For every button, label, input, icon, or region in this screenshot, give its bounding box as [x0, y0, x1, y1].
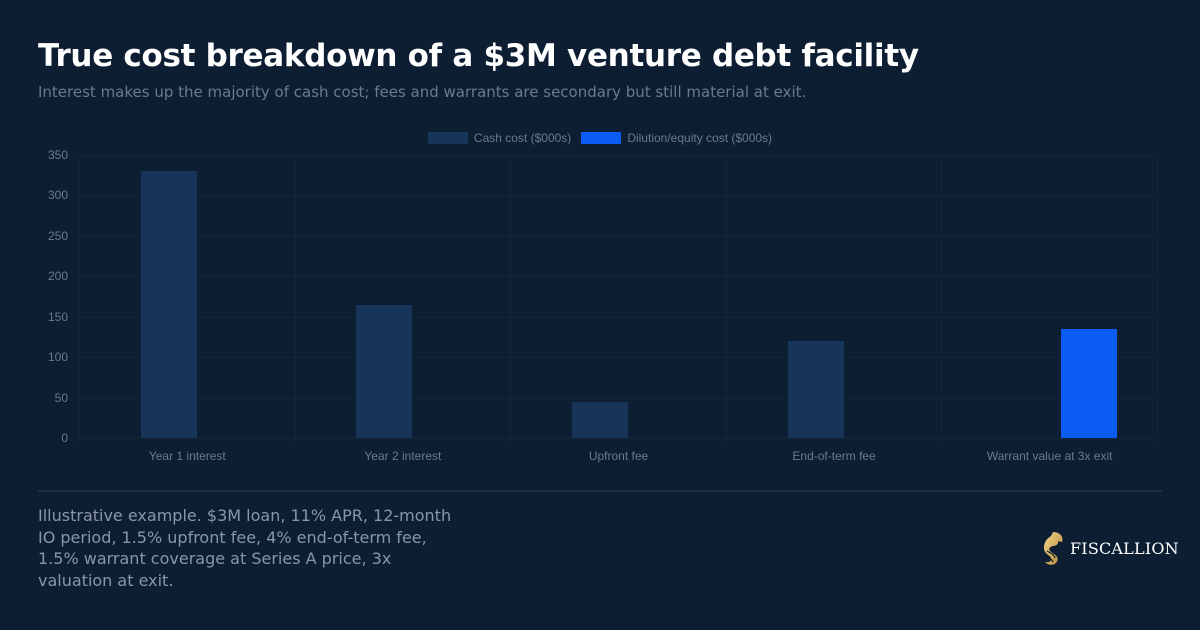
vertical-gridline [941, 155, 943, 445]
legend-item-dilution[interactable]: Dilution/equity cost ($000s) [581, 131, 772, 145]
bar-cash[interactable] [356, 304, 413, 438]
bar-dilution[interactable] [1061, 328, 1118, 438]
gridline [79, 235, 1157, 237]
footnote: Illustrative example. $3M loan, 11% APR,… [38, 506, 452, 590]
x-tick-label: Warrant value at 3x exit [986, 449, 1113, 463]
chart-legend: Cash cost ($000s) Dilution/equity cost (… [0, 131, 1200, 145]
bar-cash[interactable] [140, 171, 197, 438]
y-tick-label: 300 [47, 188, 68, 203]
gridline [79, 316, 1157, 318]
legend-swatch-cash [427, 132, 468, 144]
y-tick-label: 150 [47, 309, 68, 324]
legend-swatch-dilution [581, 132, 622, 144]
x-tick-label: End-of-term fee [792, 449, 876, 463]
vertical-gridline [294, 155, 296, 445]
brand-name: FISCALLION [1070, 538, 1179, 558]
bar-cash[interactable] [787, 340, 844, 438]
y-tick-label: 50 [54, 390, 68, 405]
y-tick-label: 250 [47, 228, 68, 243]
gridline [79, 357, 1157, 359]
footer-divider [38, 490, 1162, 492]
x-tick-label: Year 1 interest [148, 449, 226, 463]
gridline [79, 438, 1157, 439]
brand-logo: FISCALLION [1040, 530, 1179, 566]
gridline [79, 276, 1157, 278]
legend-label-dilution: Dilution/equity cost ($000s) [627, 131, 773, 145]
y-tick-label: 0 [61, 431, 68, 445]
gridline [79, 195, 1157, 197]
chart-title: True cost breakdown of a $3M venture deb… [38, 38, 919, 74]
vertical-gridline [1157, 155, 1158, 445]
y-tick-label: 100 [47, 350, 68, 365]
plot-area [79, 155, 1158, 445]
gridline [79, 155, 1157, 156]
vertical-gridline [79, 155, 80, 445]
vertical-gridline [510, 155, 512, 445]
x-tick-label: Upfront fee [588, 449, 649, 463]
y-tick-label: 200 [47, 269, 68, 284]
legend-item-cash[interactable]: Cash cost ($000s) [427, 131, 572, 145]
chart-subtitle: Interest makes up the majority of cash c… [38, 83, 807, 101]
bar-cash[interactable] [572, 401, 628, 438]
vertical-gridline [725, 155, 727, 445]
legend-label-cash: Cash cost ($000s) [473, 131, 572, 145]
x-tick-label: Year 2 interest [364, 449, 442, 463]
y-tick-label: 350 [47, 148, 68, 162]
gridline [79, 397, 1157, 399]
horse-head-logo-icon [1044, 532, 1063, 565]
